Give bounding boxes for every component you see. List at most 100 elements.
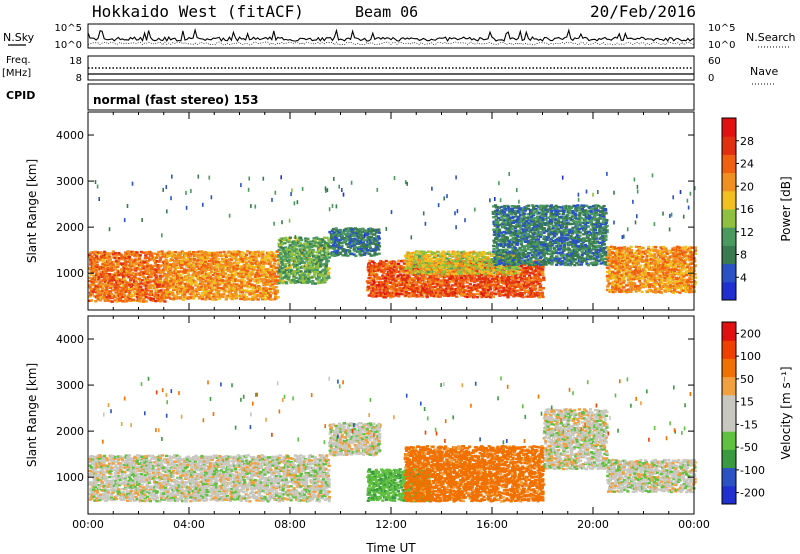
power-cell bbox=[137, 277, 141, 280]
power-cell bbox=[201, 295, 205, 298]
power-cell bbox=[148, 279, 152, 282]
power-cell bbox=[268, 268, 272, 272]
power-cell bbox=[520, 271, 524, 274]
power-cell bbox=[97, 278, 101, 281]
power-cell bbox=[483, 256, 487, 259]
nave-tick-bottom: 0 bbox=[708, 73, 714, 84]
power-cell bbox=[217, 274, 221, 277]
power-cell bbox=[490, 254, 494, 257]
power-cell bbox=[460, 251, 464, 254]
power-cell bbox=[445, 287, 449, 290]
power-cell bbox=[538, 267, 542, 271]
power-cell bbox=[484, 283, 488, 286]
power-cell bbox=[461, 278, 465, 282]
power-cell bbox=[317, 279, 321, 282]
power-cell bbox=[196, 273, 200, 276]
power-cell bbox=[361, 249, 365, 253]
power-cell bbox=[514, 212, 518, 215]
power-cell bbox=[178, 254, 182, 257]
power-cell bbox=[393, 261, 397, 264]
power-cell bbox=[308, 269, 312, 272]
power-cell bbox=[146, 275, 151, 279]
power-cell bbox=[498, 277, 502, 280]
power-cell bbox=[489, 265, 493, 268]
power-cell bbox=[239, 286, 243, 289]
power-cell bbox=[497, 249, 501, 252]
power-cell bbox=[292, 276, 296, 279]
power-cell bbox=[463, 293, 467, 296]
power-cell bbox=[497, 206, 501, 209]
power-cell bbox=[200, 294, 204, 297]
power-cell bbox=[439, 279, 443, 282]
power-cell bbox=[211, 285, 215, 288]
power-cell bbox=[427, 250, 431, 253]
power-cell bbox=[356, 234, 360, 238]
power-cell bbox=[515, 218, 519, 221]
power-cell bbox=[496, 275, 500, 279]
power-cell bbox=[468, 273, 472, 276]
power-cell bbox=[312, 260, 316, 263]
power-cell bbox=[215, 260, 219, 263]
power-cell bbox=[104, 283, 108, 286]
power-cell bbox=[442, 268, 447, 272]
power-cell bbox=[226, 269, 230, 273]
power-cell bbox=[229, 289, 233, 292]
power-cell bbox=[284, 246, 288, 249]
power-cell bbox=[416, 272, 420, 275]
power-cell bbox=[185, 251, 189, 255]
power-cell bbox=[454, 278, 458, 281]
power-cell bbox=[238, 275, 242, 278]
power-cell bbox=[416, 268, 420, 271]
power-cell bbox=[165, 255, 169, 258]
power-cell bbox=[103, 294, 107, 297]
power-cell bbox=[324, 241, 328, 245]
power-cell bbox=[508, 250, 512, 253]
power-cell bbox=[209, 277, 213, 280]
power-cell bbox=[465, 289, 469, 293]
power-cell bbox=[113, 283, 117, 286]
power-cell bbox=[156, 254, 160, 258]
power-cell bbox=[122, 258, 126, 261]
power-cell bbox=[225, 277, 229, 280]
power-cell bbox=[425, 267, 429, 270]
power-cell bbox=[492, 277, 496, 280]
power-cell bbox=[514, 237, 518, 240]
power-cell bbox=[240, 275, 244, 278]
power-cell bbox=[139, 285, 143, 288]
power-cell bbox=[154, 263, 158, 267]
power-cell bbox=[446, 269, 450, 273]
power-cell bbox=[227, 279, 231, 283]
power-cell bbox=[362, 246, 366, 250]
power-cell bbox=[433, 260, 437, 263]
power-cell bbox=[508, 277, 512, 281]
power-cell bbox=[519, 207, 523, 210]
power-cell bbox=[221, 274, 225, 277]
power-cell bbox=[118, 257, 122, 260]
power-cell bbox=[351, 228, 355, 231]
power-cell bbox=[421, 264, 425, 267]
power-cell bbox=[524, 286, 528, 289]
power-cell bbox=[141, 300, 145, 303]
power-cell bbox=[460, 258, 464, 261]
freq-unit-label: [MHz] bbox=[2, 68, 31, 79]
power-cell bbox=[426, 270, 430, 273]
power-cell bbox=[319, 272, 323, 275]
power-cell bbox=[274, 286, 278, 289]
power-cell bbox=[448, 253, 452, 256]
power-cell bbox=[105, 288, 109, 292]
power-cell bbox=[335, 234, 339, 237]
power-cell bbox=[121, 268, 125, 272]
power-cell bbox=[223, 257, 227, 261]
power-cell bbox=[312, 275, 316, 278]
power-cell bbox=[259, 277, 263, 281]
power-cell bbox=[205, 295, 210, 299]
power-cell bbox=[121, 288, 125, 292]
power-cell bbox=[435, 257, 439, 261]
power-cell bbox=[327, 244, 331, 247]
power-cell bbox=[171, 252, 175, 256]
power-cell bbox=[475, 259, 479, 262]
power-cell bbox=[207, 289, 211, 292]
power-cell bbox=[218, 279, 222, 282]
power-cell bbox=[497, 216, 501, 220]
power-cell bbox=[512, 237, 516, 241]
